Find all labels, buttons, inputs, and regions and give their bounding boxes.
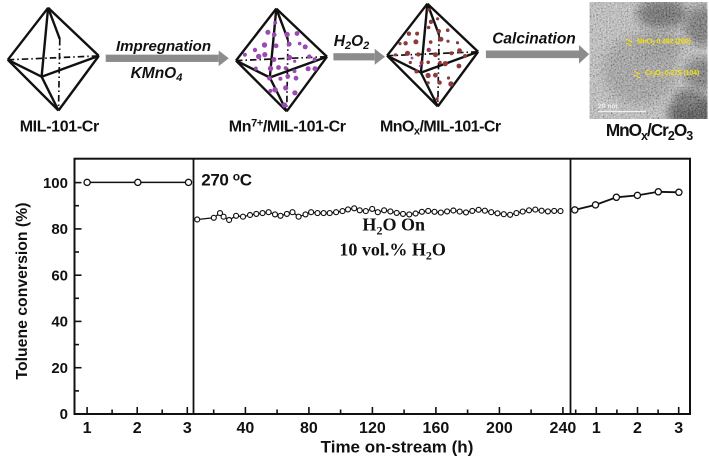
svg-text:60: 60 [51, 267, 68, 284]
svg-text:10 vol.% H2O: 10 vol.% H2O [339, 240, 446, 263]
svg-text:20 nm: 20 nm [598, 103, 618, 110]
svg-text:MIL-101-Cr: MIL-101-Cr [20, 119, 99, 136]
svg-text:1: 1 [592, 420, 601, 437]
svg-text:Time on-stream (h): Time on-stream (h) [321, 438, 474, 457]
svg-text:80: 80 [51, 221, 68, 238]
svg-text:3: 3 [674, 420, 683, 437]
svg-text:2: 2 [633, 420, 642, 437]
svg-text:200: 200 [486, 420, 513, 437]
svg-text:160: 160 [423, 420, 450, 437]
svg-text:240: 240 [550, 420, 577, 437]
svg-text:H2O On: H2O On [362, 215, 425, 238]
svg-text:Mn7+/MIL-101-Cr: Mn7+/MIL-101-Cr [229, 118, 346, 136]
svg-text:Calcination: Calcination [492, 31, 576, 48]
svg-text:MnO2 0.492 (200): MnO2 0.492 (200) [637, 39, 691, 48]
svg-text:120: 120 [359, 420, 386, 437]
svg-text:100: 100 [43, 175, 68, 192]
svg-text:MnOx/MIL-101-Cr: MnOx/MIL-101-Cr [380, 119, 501, 138]
svg-text:20: 20 [51, 360, 68, 377]
svg-text:Toluene conversion (%): Toluene conversion (%) [14, 203, 31, 380]
svg-text:MnOx/Cr2O3: MnOx/Cr2O3 [606, 120, 693, 143]
svg-text:Impregnation: Impregnation [116, 38, 211, 55]
svg-text:KMnO4: KMnO4 [131, 65, 183, 84]
svg-text:H2O2: H2O2 [334, 33, 370, 52]
svg-text:Cr2O3 0.275 (104): Cr2O3 0.275 (104) [645, 70, 699, 79]
svg-text:3: 3 [183, 420, 192, 437]
svg-text:2: 2 [133, 420, 142, 437]
svg-text:1: 1 [83, 420, 92, 437]
svg-text:40: 40 [237, 420, 255, 437]
svg-text:80: 80 [300, 420, 318, 437]
svg-text:40: 40 [51, 314, 68, 331]
svg-text:0: 0 [60, 406, 68, 423]
svg-text:270 oC: 270 oC [201, 170, 251, 190]
